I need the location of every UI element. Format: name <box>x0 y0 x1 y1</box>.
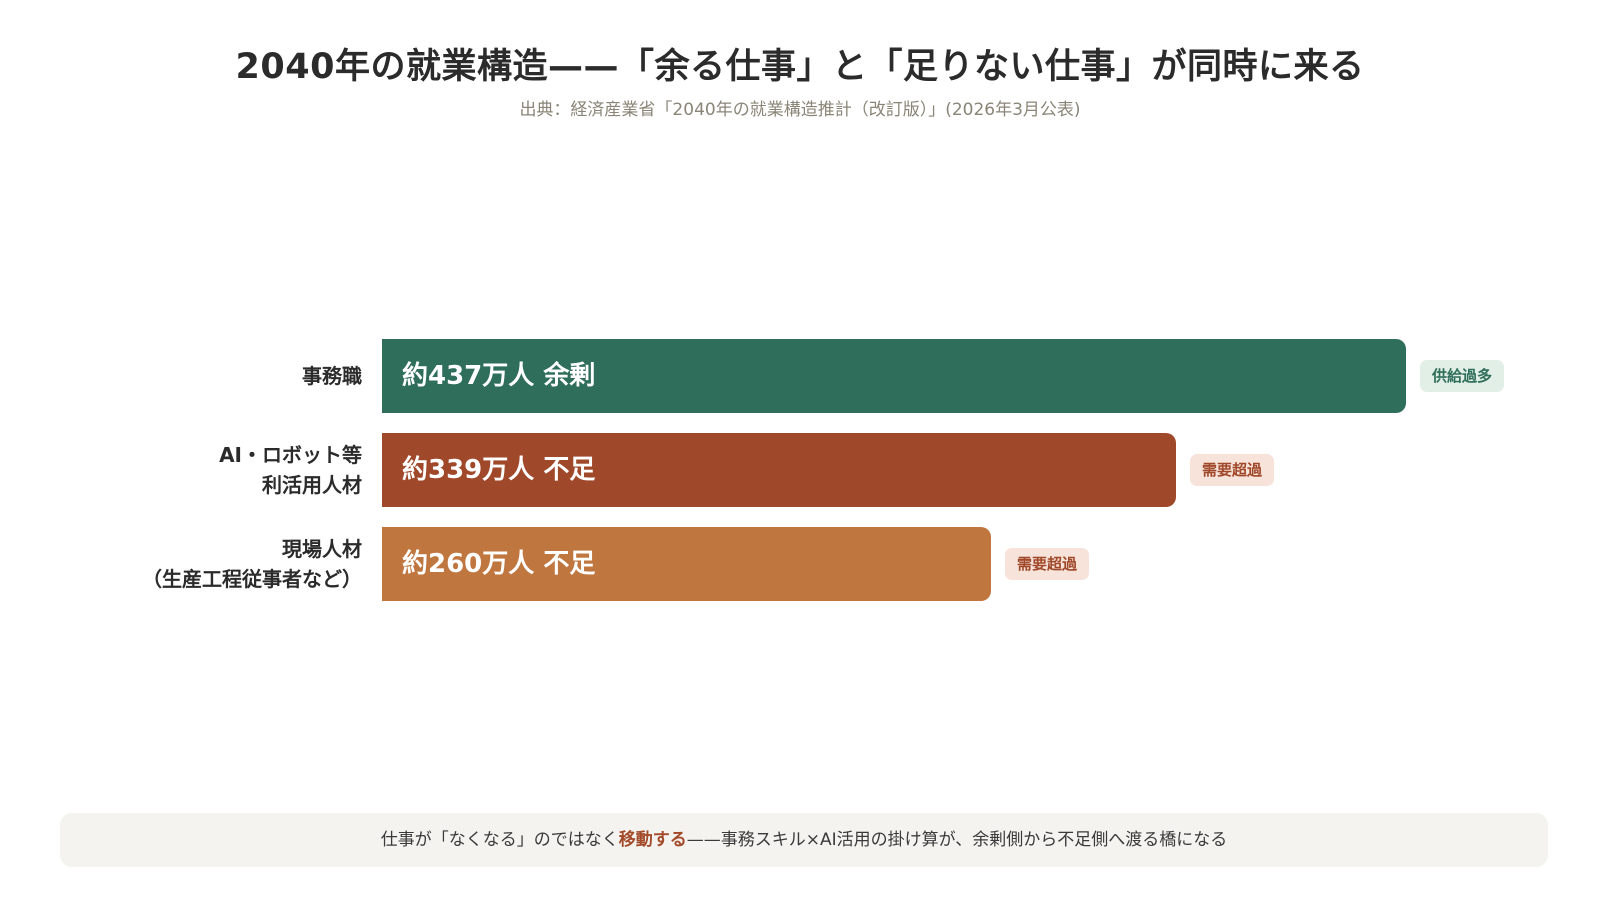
category-label-line: 事務職 <box>302 364 362 388</box>
chart-source: 出典：経済産業省「2040年の就業構造推計（改訂版）」(2026年3月公表) <box>519 100 1081 120</box>
bar: 約260万人 不足 <box>382 527 991 601</box>
bar: 約437万人 余剰 <box>382 339 1406 413</box>
status-badge: 需要超過 <box>1190 454 1275 486</box>
footer-highlight: 移動する <box>618 830 687 850</box>
category-label-line: （生産工程従事者など） <box>142 567 362 591</box>
footer-text-after: ——事務スキル×AI活用の掛け算が、余剰側から不足側へ渡る橋になる <box>686 830 1228 850</box>
category-label-line: 現場人材 <box>282 537 362 561</box>
bar-value-label: 約260万人 不足 <box>402 549 596 579</box>
category-label-line: AI・ロボット等 <box>219 443 362 467</box>
category-label: 事務職 <box>62 361 362 391</box>
status-badge: 供給過多 <box>1420 360 1505 392</box>
bar-value-label: 約339万人 不足 <box>402 455 596 485</box>
category-label-line: 利活用人材 <box>262 473 362 497</box>
status-badge: 需要超過 <box>1005 548 1090 580</box>
category-label: 現場人材 （生産工程従事者など） <box>62 534 362 594</box>
footer-text-before: 仕事が「なくなる」のではなく <box>380 830 619 850</box>
bar: 約339万人 不足 <box>382 433 1176 507</box>
bar-value-label: 約437万人 余剰 <box>402 361 596 391</box>
category-label: AI・ロボット等利活用人材 <box>62 440 362 500</box>
footer-note: 仕事が「なくなる」のではなく移動する——事務スキル×AI活用の掛け算が、余剰側か… <box>60 813 1548 867</box>
chart-title: 2040年の就業構造——「余る仕事」と「足りない仕事」が同時に来る <box>235 47 1365 87</box>
